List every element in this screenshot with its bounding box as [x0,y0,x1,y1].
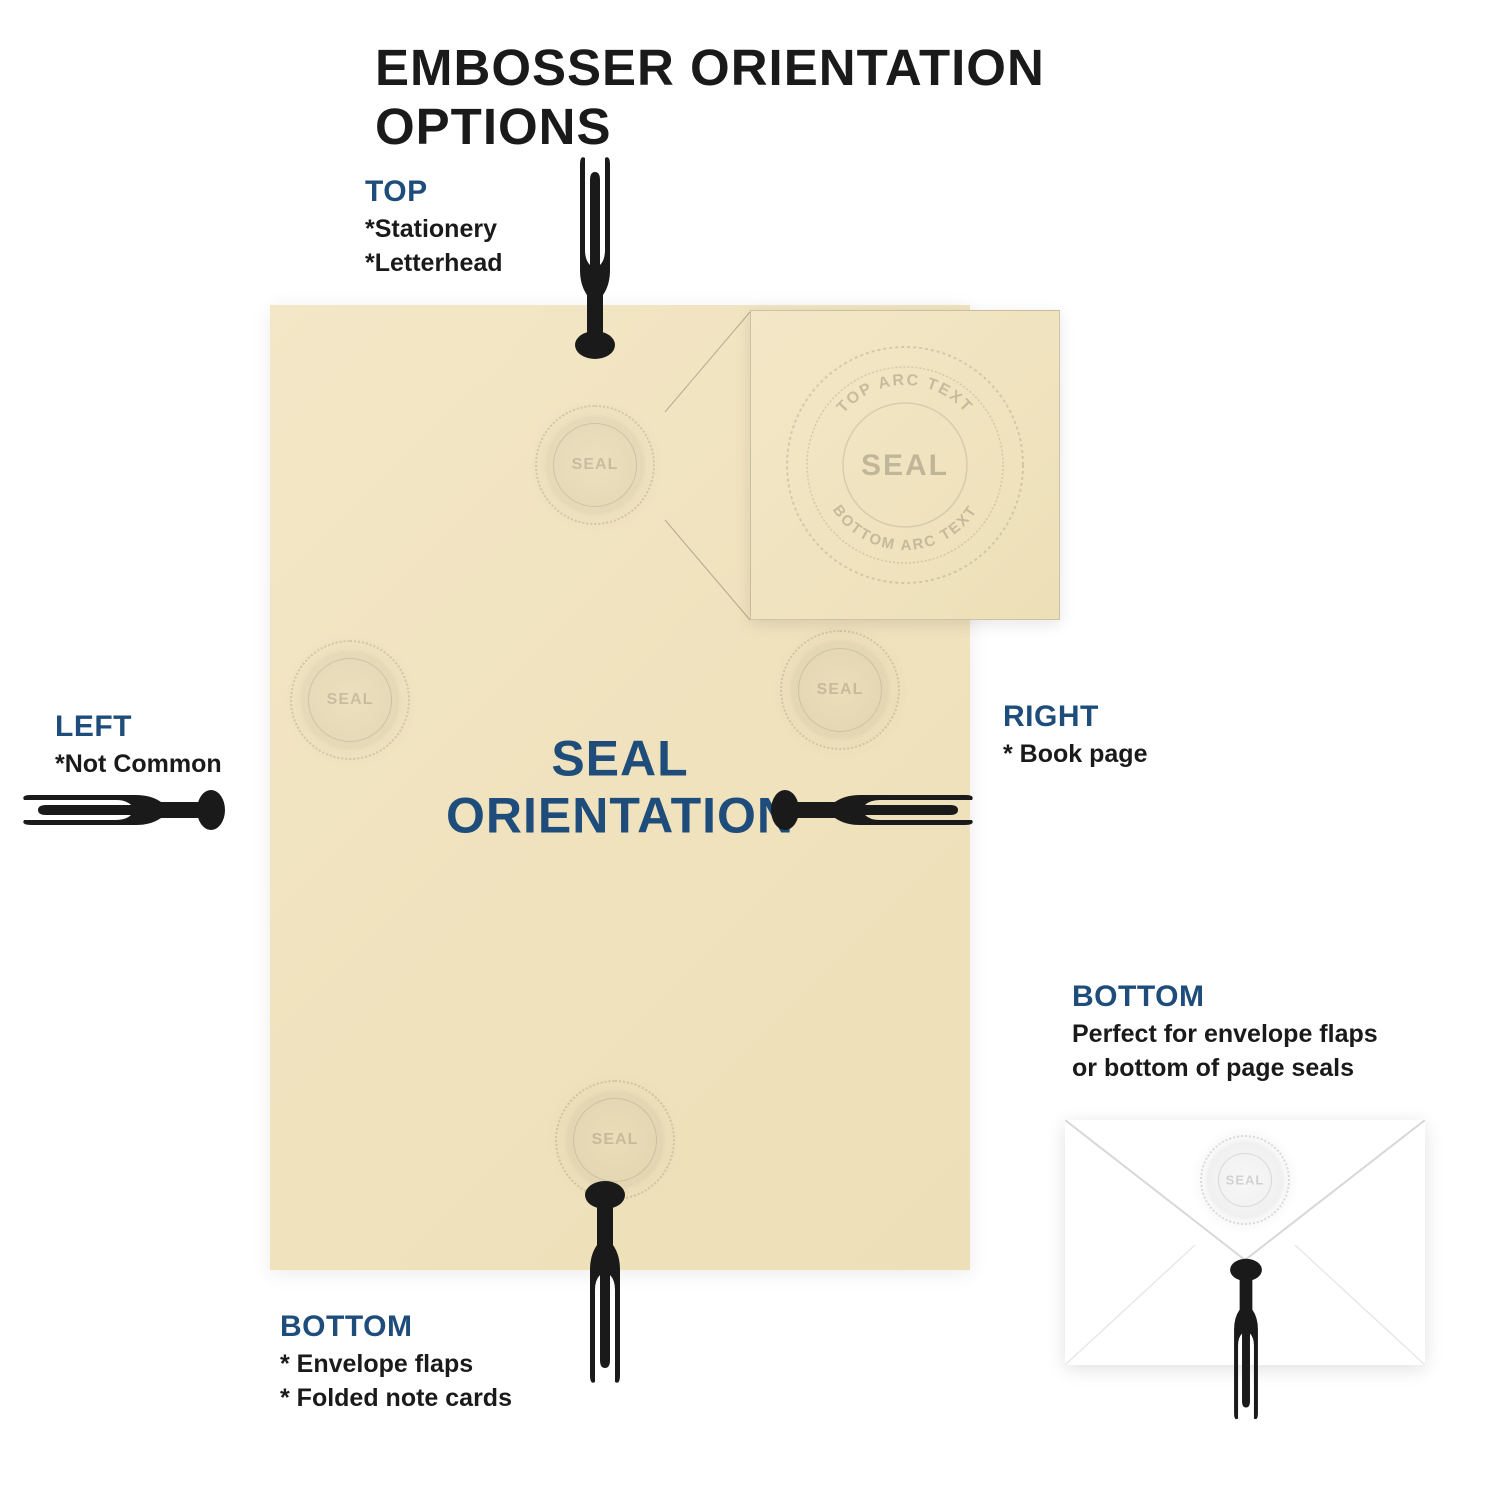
seal-center-text: SEAL [327,691,374,709]
label-bottom-right: BOTTOM Perfect for envelope flaps or bot… [1072,980,1378,1086]
label-bottom: BOTTOM * Envelope flaps * Folded note ca… [280,1310,512,1416]
seal-center-text: SEAL [1226,1173,1265,1188]
seal-center-text: SEAL [572,456,619,474]
label-left: LEFT *Not Common [55,710,222,782]
label-top-desc-2: *Letterhead [365,247,503,281]
label-top: TOP *Stationery *Letterhead [365,175,503,281]
label-top-title: TOP [365,175,503,209]
label-bottom-desc-1: * Envelope flaps [280,1348,512,1382]
zoom-top-arc-text: TOP ARC TEXT [834,372,976,417]
page-title: EMBOSSER ORIENTATION OPTIONS [375,38,1125,156]
paper-center-text: SEAL ORIENTATION [446,730,794,845]
label-right: RIGHT * Book page [1003,700,1147,772]
label-top-desc-1: *Stationery [365,213,503,247]
label-bottom-right-title: BOTTOM [1072,980,1378,1014]
seal-center-text: SEAL [817,681,864,699]
label-bottom-title: BOTTOM [280,1310,512,1344]
embosser-left [16,780,236,840]
svg-text:BOTTOM ARC TEXT: BOTTOM ARC TEXT [829,502,981,554]
seal-center-text: SEAL [592,1131,639,1149]
seal-impression-top: SEAL [525,395,665,535]
zoom-seal-impression: TOP ARC TEXT BOTTOM ARC TEXT SEAL [780,340,1030,590]
label-bottom-desc-2: * Folded note cards [280,1382,512,1416]
center-line-2: ORIENTATION [446,788,794,846]
embosser-top [565,150,625,370]
embosser-envelope [1222,1250,1270,1425]
label-left-desc-1: *Not Common [55,748,222,782]
svg-text:TOP ARC TEXT: TOP ARC TEXT [834,372,976,417]
label-right-title: RIGHT [1003,700,1147,734]
seal-impression-left: SEAL [280,630,420,770]
embosser-bottom [575,1170,635,1390]
center-line-1: SEAL [446,730,794,788]
label-right-desc-1: * Book page [1003,738,1147,772]
label-bottom-right-desc-1: Perfect for envelope flaps [1072,1018,1378,1052]
label-bottom-right-desc-2: or bottom of page seals [1072,1052,1378,1086]
zoom-bottom-arc-text: BOTTOM ARC TEXT [829,502,981,554]
zoom-callout-box: TOP ARC TEXT BOTTOM ARC TEXT SEAL [750,310,1060,620]
seal-impression-envelope: SEAL [1190,1125,1300,1235]
seal-impression-right: SEAL [770,620,910,760]
zoom-seal-center-text: SEAL [861,449,949,482]
label-left-title: LEFT [55,710,222,744]
embosser-right [760,780,980,840]
